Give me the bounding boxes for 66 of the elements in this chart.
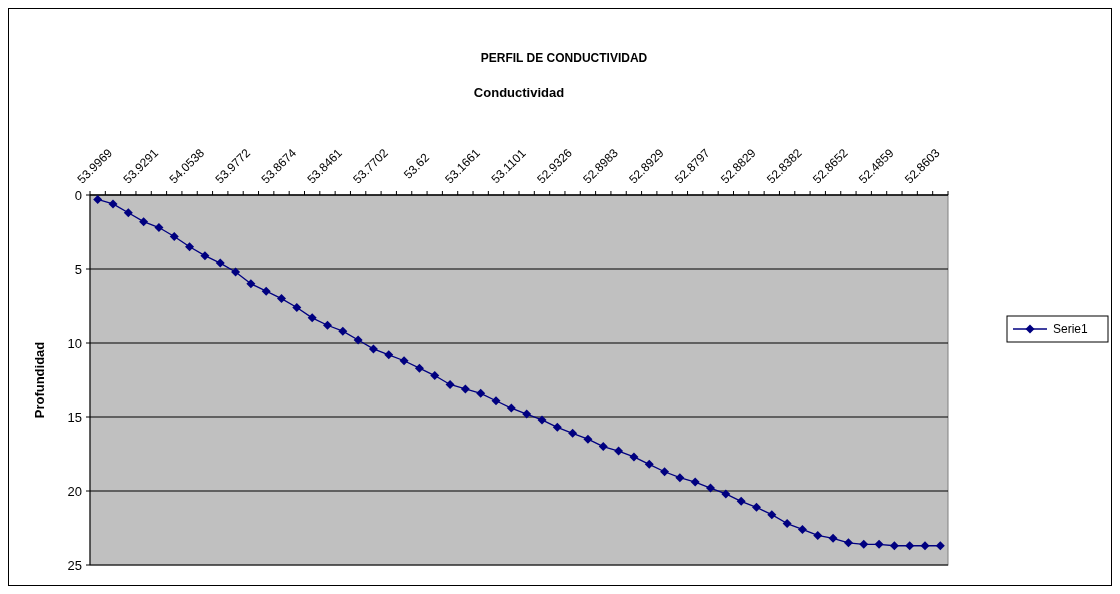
point — [889, 541, 899, 551]
point — [231, 267, 241, 277]
point — [108, 199, 118, 209]
point — [629, 452, 639, 462]
point — [935, 541, 945, 551]
point — [583, 434, 593, 444]
point — [200, 251, 210, 261]
point — [859, 539, 869, 549]
point — [767, 510, 777, 520]
point — [920, 541, 930, 551]
point — [322, 320, 332, 330]
point — [292, 302, 302, 312]
y-tick-label: 10 — [67, 335, 82, 351]
point — [905, 541, 915, 551]
y-axis-title: Profundidad — [32, 341, 47, 419]
y-tick-label: 0 — [74, 187, 82, 203]
point — [476, 388, 486, 398]
point — [506, 403, 516, 413]
point — [874, 539, 884, 549]
point — [169, 231, 179, 241]
legend-label: Serie1 — [1053, 322, 1089, 337]
point — [185, 242, 195, 252]
point — [384, 350, 394, 360]
point — [644, 459, 654, 469]
point — [460, 384, 470, 394]
point — [813, 530, 823, 540]
point — [598, 442, 608, 452]
point — [736, 496, 746, 506]
point — [414, 363, 424, 373]
point — [706, 483, 716, 493]
point — [123, 208, 133, 218]
point — [154, 223, 164, 233]
point — [246, 279, 256, 289]
point — [690, 477, 700, 487]
point — [522, 409, 532, 419]
point — [797, 524, 807, 534]
point — [552, 422, 562, 432]
point — [491, 396, 501, 406]
point — [139, 217, 149, 227]
point — [568, 428, 578, 438]
point — [93, 194, 103, 204]
y-tick-label: 5 — [74, 261, 82, 277]
point — [338, 326, 348, 336]
point — [399, 356, 409, 366]
point — [307, 313, 317, 323]
chart-title: PERFIL DE CONDUCTIVIDAD — [480, 51, 648, 65]
point — [721, 489, 731, 499]
point — [828, 533, 838, 543]
point — [537, 415, 547, 425]
point — [215, 258, 225, 268]
y-tick-label: 20 — [67, 483, 82, 499]
point — [277, 294, 287, 304]
point — [445, 379, 455, 389]
point — [660, 467, 670, 477]
point — [261, 286, 271, 296]
point — [843, 538, 853, 548]
y-tick-label: 15 — [67, 409, 82, 425]
x-axis-title: Conductividad — [473, 85, 565, 100]
y-tick-label: 25 — [67, 557, 82, 573]
point — [675, 473, 685, 483]
point — [353, 335, 363, 345]
point — [430, 371, 440, 381]
point — [751, 502, 761, 512]
point — [782, 519, 792, 529]
point — [614, 446, 624, 456]
point — [368, 344, 378, 354]
